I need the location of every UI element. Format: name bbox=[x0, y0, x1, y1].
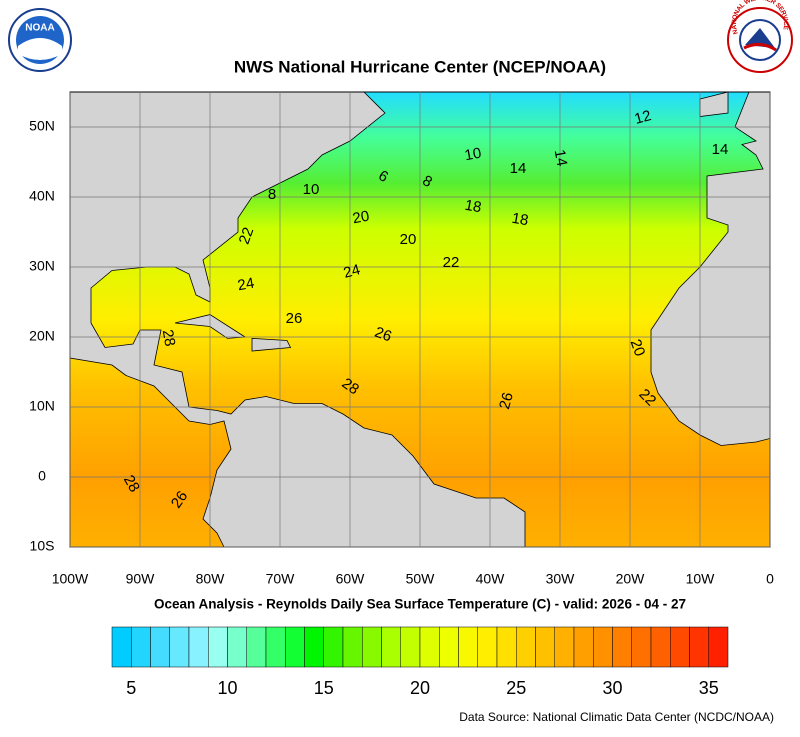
y-tick-label: 0 bbox=[38, 468, 46, 484]
x-tick-label: 50W bbox=[406, 571, 436, 587]
colorbar-cell bbox=[593, 626, 613, 668]
colorbar-cell bbox=[342, 626, 363, 668]
colorbar-cell bbox=[419, 626, 440, 668]
colorbar-cell bbox=[689, 626, 709, 668]
colorbar-cell bbox=[458, 626, 478, 668]
contour-label: 10 bbox=[303, 181, 320, 198]
contour-label: 20 bbox=[351, 208, 370, 228]
colorbar-cell bbox=[150, 626, 170, 668]
colorbar-cell bbox=[111, 626, 132, 668]
colorbar-cell bbox=[131, 626, 151, 668]
x-tick-label: 0 bbox=[766, 571, 774, 587]
contour-label: 8 bbox=[268, 186, 276, 203]
x-tick-label: 100W bbox=[52, 571, 89, 587]
nws-logo: NATIONAL WEATHER SERVICE bbox=[727, 0, 793, 73]
colorbar-tick-label: 20 bbox=[410, 678, 430, 698]
colorbar-cell bbox=[516, 626, 536, 668]
colorbar-cell bbox=[285, 626, 305, 668]
colorbar-cell bbox=[670, 626, 690, 668]
contour-label: 20 bbox=[627, 337, 649, 358]
colorbar-cell bbox=[304, 626, 324, 668]
colorbar-cell bbox=[246, 626, 267, 668]
colorbar-cell bbox=[323, 626, 344, 668]
contour-label: 24 bbox=[236, 275, 255, 295]
colorbar-cell bbox=[188, 626, 209, 668]
contour-label: 20 bbox=[400, 231, 417, 248]
colorbar-cell bbox=[381, 626, 401, 668]
colorbar-cell bbox=[496, 626, 517, 668]
contour-label: 18 bbox=[510, 210, 529, 230]
colorbar-cell bbox=[631, 626, 652, 668]
contour-label: 26 bbox=[496, 391, 517, 412]
x-tick-label: 20W bbox=[616, 571, 646, 587]
colorbar: 5 10 15 20 25 30 35 bbox=[111, 626, 729, 698]
colorbar-cell bbox=[477, 626, 498, 668]
land bbox=[650, 91, 771, 446]
y-tick-label: 10S bbox=[30, 538, 55, 554]
colorbar-tick-label: 25 bbox=[506, 678, 526, 698]
map: 100W 90W 80W 70W 60W 50W 40W 30W 20W 10W 0 50N 40N 30… bbox=[29, 91, 774, 587]
contour-label: 10 bbox=[463, 145, 482, 165]
x-tick-label: 70W bbox=[266, 571, 296, 587]
y-tick-label: 10N bbox=[29, 398, 55, 414]
contour-label: 22 bbox=[236, 225, 258, 246]
colorbar-tick-label: 5 bbox=[126, 678, 136, 698]
x-tick-label: 10W bbox=[686, 571, 716, 587]
contour-label: 26 bbox=[286, 310, 303, 327]
colorbar-cell bbox=[400, 626, 421, 668]
contour-label: 22 bbox=[443, 254, 460, 271]
colorbar-cell bbox=[554, 626, 575, 668]
colorbar-tick-label: 15 bbox=[314, 678, 334, 698]
colorbar-tick-label: 10 bbox=[217, 678, 237, 698]
colorbar-cell bbox=[208, 626, 228, 668]
x-tick-label: 80W bbox=[196, 571, 226, 587]
colorbar-cell bbox=[227, 626, 247, 668]
x-tick-label: 30W bbox=[546, 571, 576, 587]
noaa-logo: NOAA bbox=[8, 8, 72, 72]
y-tick-label: 50N bbox=[29, 118, 55, 134]
contour-label: 24 bbox=[342, 261, 363, 282]
contour-label: 18 bbox=[463, 197, 482, 217]
colorbar-cell bbox=[265, 626, 286, 668]
x-tick-label: 60W bbox=[336, 571, 366, 587]
contour-label: 28 bbox=[159, 328, 179, 347]
contour-label: 26 bbox=[372, 324, 393, 346]
x-tick-label: 90W bbox=[126, 571, 156, 587]
colorbar-tick-label: 35 bbox=[699, 678, 719, 698]
colorbar-cell bbox=[708, 626, 729, 668]
data-source: Data Source: National Climatic Data Cent… bbox=[459, 710, 774, 724]
title: NWS National Hurricane Center (NCEP/NOAA… bbox=[234, 57, 606, 76]
contour-label: 26 bbox=[168, 488, 191, 511]
colorbar-cell bbox=[650, 626, 671, 668]
y-tick-label: 40N bbox=[29, 188, 55, 204]
colorbar-cell bbox=[535, 626, 555, 668]
colorbar-cell bbox=[169, 626, 190, 668]
island bbox=[251, 337, 292, 352]
logo-text: NOAA bbox=[25, 23, 54, 34]
x-tick-label: 40W bbox=[476, 571, 506, 587]
subtitle: Ocean Analysis - Reynolds Daily Sea Surf… bbox=[154, 597, 686, 612]
contour-label: 28 bbox=[339, 375, 362, 398]
colorbar-tick-label: 30 bbox=[602, 678, 622, 698]
colorbar-cell bbox=[573, 626, 594, 668]
colorbar-cell bbox=[612, 626, 632, 668]
contour-label: 14 bbox=[510, 160, 527, 177]
y-tick-label: 20N bbox=[29, 328, 55, 344]
contour-label: 12 bbox=[633, 107, 654, 128]
colorbar-cell bbox=[439, 626, 459, 668]
contour-label: 14 bbox=[551, 148, 571, 167]
contour-label: 14 bbox=[712, 141, 729, 158]
y-tick-label: 30N bbox=[29, 258, 55, 274]
colorbar-cell bbox=[362, 626, 382, 668]
contour-label: 28 bbox=[120, 472, 143, 495]
